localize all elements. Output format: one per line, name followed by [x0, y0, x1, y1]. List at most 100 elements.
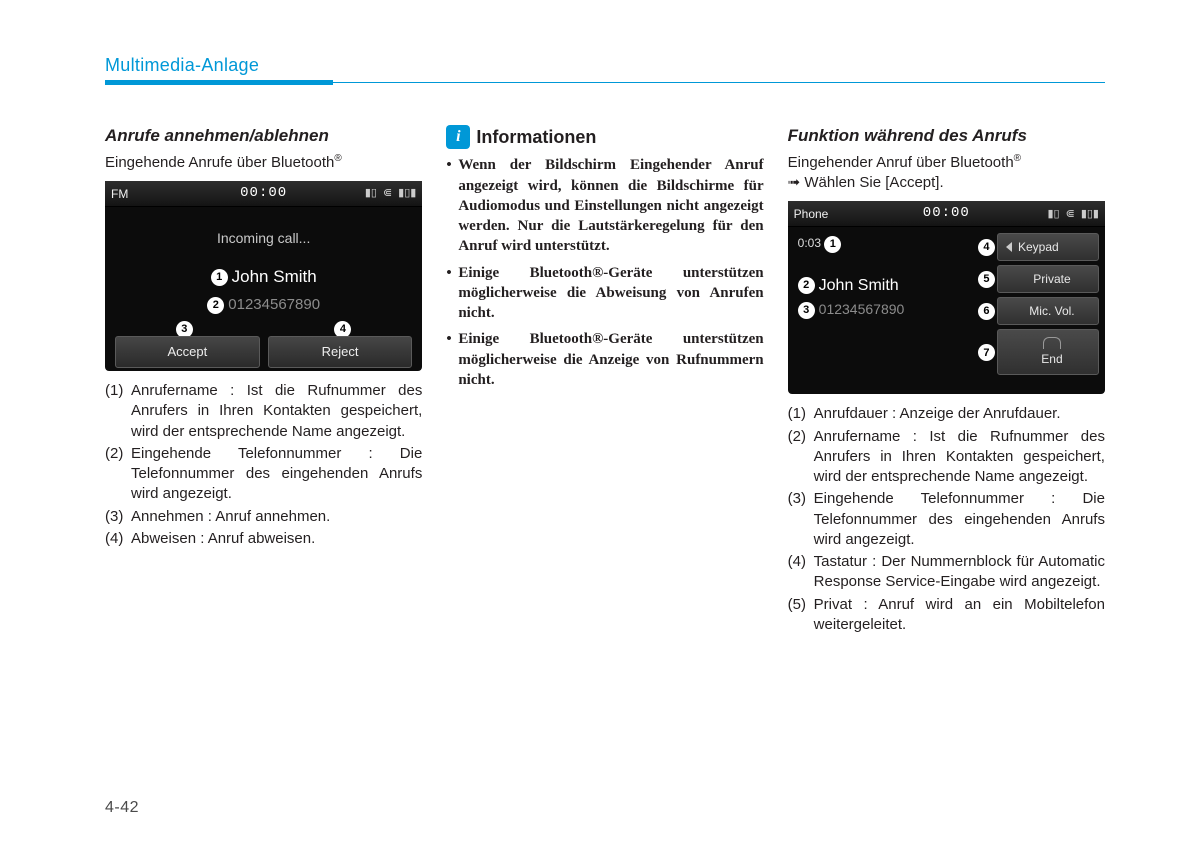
list-num: (1)	[788, 404, 814, 424]
caller-number-row: 301234567890	[798, 300, 991, 319]
col3-intro1: Eingehender Anruf über Bluetooth®	[788, 152, 1105, 173]
list-num: (4)	[788, 552, 814, 593]
callout-3: 3	[798, 302, 815, 319]
accept-button[interactable]: Accept	[115, 336, 260, 368]
battery-icon: ▮▯	[1047, 207, 1059, 222]
caller-number-row: 201234567890	[105, 295, 422, 315]
caller-name-row: 1John Smith	[105, 266, 422, 289]
mode-label: FM	[111, 186, 128, 202]
caller-number: 01234567890	[819, 301, 905, 317]
active-call-screenshot: Phone 00:00 ▮▯ ⋐ ▮▯▮ 0:03 1 2John Smith	[788, 201, 1105, 394]
call-duration: 0:03	[798, 236, 821, 250]
col1-heading: Anrufe annehmen/ablehnen	[105, 125, 422, 148]
callout-2: 2	[798, 277, 815, 294]
callout-1: 1	[211, 269, 228, 286]
info-icon: i	[446, 125, 470, 149]
status-icons: ▮▯ ⋐ ▮▯▮	[365, 186, 417, 201]
column-2: i Informationen •Wenn der Bildschirm Ein…	[446, 125, 763, 637]
caller-number: 01234567890	[228, 296, 320, 313]
list-num: (5)	[788, 595, 814, 636]
header-rule	[105, 82, 1105, 83]
bullet-text: Einige Bluetooth®-Geräte unterstützen mö…	[458, 263, 763, 324]
mode-label: Phone	[794, 206, 829, 222]
bullet-dot: •	[446, 155, 458, 256]
col3-intro2: ➟ Wählen Sie [Accept].	[788, 173, 1105, 193]
screen2-left: 0:03 1 2John Smith 301234567890	[788, 227, 997, 394]
end-button[interactable]: 7 End	[997, 329, 1099, 375]
caller-name: John Smith	[232, 267, 317, 286]
signal-icon: ▮▯▮	[398, 186, 416, 201]
list-num: (2)	[105, 444, 131, 505]
bullet-text: Wenn der Bildschirm Eingehender Anruf an…	[458, 155, 763, 256]
caller-name-row: 2John Smith	[798, 275, 991, 297]
keypad-button[interactable]: 4 Keypad	[997, 233, 1099, 261]
call-buttons: Accept Reject	[105, 336, 422, 376]
list-text: Eingehende Telefonnummer : Die Telefonnu…	[814, 489, 1105, 550]
bullet-item: •Einige Bluetooth®-Geräte unterstützen m…	[446, 329, 763, 390]
micvol-button[interactable]: 6 Mic. Vol.	[997, 297, 1099, 325]
incoming-call-screenshot: FM 00:00 ▮▯ ⋐ ▮▯▮ Incoming call... 1John…	[105, 181, 422, 371]
hangup-icon	[1043, 337, 1061, 349]
bullet-dot: •	[446, 329, 458, 390]
list-num: (2)	[788, 427, 814, 488]
list-item: (3)Eingehende Telefonnummer : Die Telefo…	[788, 489, 1105, 550]
bullet-item: •Wenn der Bildschirm Eingehender Anruf a…	[446, 155, 763, 256]
callout-6: 6	[978, 303, 995, 320]
micvol-label: Mic. Vol.	[1029, 303, 1074, 319]
list-text: Anrufername : Ist die Rufnummer des Anru…	[814, 427, 1105, 488]
status-bar: FM 00:00 ▮▯ ⋐ ▮▯▮	[105, 181, 422, 207]
list-num: (3)	[105, 507, 131, 527]
list-text: Abweisen : Anruf abweisen.	[131, 529, 422, 549]
col1-intro-text: Eingehende Anrufe über Bluetooth	[105, 154, 334, 171]
list-item: (2)Anrufername : Ist die Rufnummer des A…	[788, 427, 1105, 488]
signal-icon: ▮▯▮	[1081, 207, 1099, 222]
private-button[interactable]: 5 Private	[997, 265, 1099, 293]
list-text: Eingehende Telefonnummer : Die Telefonnu…	[131, 444, 422, 505]
status-bar: Phone 00:00 ▮▯ ⋐ ▮▯▮	[788, 201, 1105, 227]
list-num: (1)	[105, 381, 131, 442]
list-text: Anrufdauer : Anzeige der Anrufdauer.	[814, 404, 1105, 424]
screen2-menu: 4 Keypad 5 Private 6 Mic. Vol. 7	[997, 227, 1105, 394]
clock-label: 00:00	[923, 204, 970, 223]
column-1: Anrufe annehmen/ablehnen Eingehende Anru…	[105, 125, 422, 637]
list-item: (3)Annehmen : Anruf annehmen.	[105, 507, 422, 527]
bullet-dot: •	[446, 263, 458, 324]
bluetooth-icon: ⋐	[1066, 207, 1075, 222]
list-text: Tastatur : Der Nummernblock für Automati…	[814, 552, 1105, 593]
list-num: (3)	[788, 489, 814, 550]
list-item: (1)Anrufdauer : Anzeige der Anrufdauer.	[788, 404, 1105, 424]
list-item: (4)Abweisen : Anruf abweisen.	[105, 529, 422, 549]
private-label: Private	[1033, 271, 1070, 287]
col3-intro2-text: ➟ Wählen Sie [Accept].	[788, 174, 944, 191]
registered-mark: ®	[1014, 153, 1021, 164]
col1-intro: Eingehende Anrufe über Bluetooth®	[105, 152, 422, 173]
triangle-icon	[1006, 242, 1012, 252]
list-item: (1)Anrufername : Ist die Rufnummer des A…	[105, 381, 422, 442]
end-label: End	[1041, 351, 1062, 367]
caller-name: John Smith	[819, 277, 899, 294]
col3-heading: Funktion während des Anrufs	[788, 125, 1105, 148]
content-columns: Anrufe annehmen/ablehnen Eingehende Anru…	[105, 125, 1105, 637]
col3-intro1-text: Eingehender Anruf über Bluetooth	[788, 154, 1014, 171]
info-title: Informationen	[476, 125, 596, 149]
screen1-body: Incoming call... 1John Smith 20123456789…	[105, 207, 422, 376]
list-item: (4)Tastatur : Der Nummernblock für Autom…	[788, 552, 1105, 593]
screen2-body: 0:03 1 2John Smith 301234567890 4 Keypad	[788, 227, 1105, 394]
bullet-text: Einige Bluetooth®-Geräte unterstützen mö…	[458, 329, 763, 390]
keypad-label: Keypad	[1018, 239, 1059, 255]
status-icons: ▮▯ ⋐ ▮▯▮	[1047, 207, 1099, 222]
incoming-text: Incoming call...	[105, 229, 422, 248]
registered-mark: ®	[334, 153, 341, 164]
col1-list: (1)Anrufername : Ist die Rufnummer des A…	[105, 381, 422, 549]
list-item: (5)Privat : Anruf wird an ein Mobiltelef…	[788, 595, 1105, 636]
section-title: Multimedia-Anlage	[105, 55, 1105, 76]
info-bullets: •Wenn der Bildschirm Eingehender Anruf a…	[446, 155, 763, 390]
bullet-item: •Einige Bluetooth®-Geräte unterstützen m…	[446, 263, 763, 324]
info-header: i Informationen	[446, 125, 763, 149]
list-num: (4)	[105, 529, 131, 549]
reject-button[interactable]: Reject	[268, 336, 413, 368]
list-item: (2)Eingehende Telefonnummer : Die Telefo…	[105, 444, 422, 505]
battery-icon: ▮▯	[365, 186, 377, 201]
callout-4: 4	[978, 239, 995, 256]
bluetooth-icon: ⋐	[383, 186, 392, 201]
